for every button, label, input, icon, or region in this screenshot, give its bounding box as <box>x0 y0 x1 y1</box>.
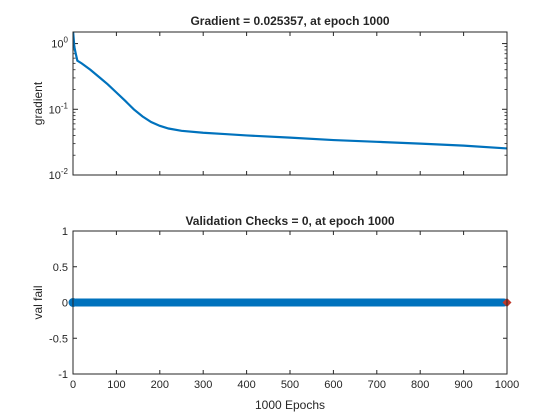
validation-y-tick-label: 0.5 <box>53 262 68 274</box>
gradient-axes-box <box>72 31 508 176</box>
validation-y-tick-label: -1 <box>58 369 68 381</box>
validation-x-tick-label: 200 <box>151 379 169 391</box>
validation-x-tick-label: 400 <box>237 379 255 391</box>
val-fail-markers <box>72 298 508 307</box>
validation-plot: 0 100 200 300 400 500 600 700 800 900 1000 -1 -0.5 0 0… <box>31 214 519 412</box>
gradient-plot-area <box>73 32 507 175</box>
validation-x-tick-label: 1000 <box>495 379 519 391</box>
validation-x-tick-label: 100 <box>107 379 125 391</box>
validation-y-tick-label: -0.5 <box>49 333 68 345</box>
gradient-y-tick-label: 10-2 <box>49 167 69 182</box>
gradient-series-line <box>73 32 507 150</box>
validation-axes-box <box>72 230 508 375</box>
validation-xlabel: 1000 Epochs <box>255 398 325 412</box>
gradient-plot: 10-2 10-1 100 Gradient = 0.025357, at epoch… <box>31 14 508 182</box>
gradient-title: Gradient = 0.025357, at epoch 1000 <box>190 14 389 28</box>
validation-x-tick-label: 300 <box>194 379 212 391</box>
validation-x-tick-label: 500 <box>281 379 299 391</box>
gradient-ylabel: gradient <box>31 81 45 125</box>
validation-x-tick-label: 600 <box>324 379 342 391</box>
validation-y-tick-label: 1 <box>62 226 68 238</box>
validation-x-tick-label: 700 <box>368 379 386 391</box>
validation-ylabel: val fail <box>31 285 45 319</box>
validation-y-tick-label: 0 <box>62 298 68 310</box>
validation-x-tick-label: 0 <box>70 379 76 391</box>
validation-x-tick-label: 900 <box>454 379 472 391</box>
validation-x-tick-label: 800 <box>411 379 429 391</box>
gradient-y-tick-label: 100 <box>51 36 68 51</box>
validation-title: Validation Checks = 0, at epoch 1000 <box>185 214 394 228</box>
gradient-y-tick-label: 10-1 <box>49 101 69 116</box>
